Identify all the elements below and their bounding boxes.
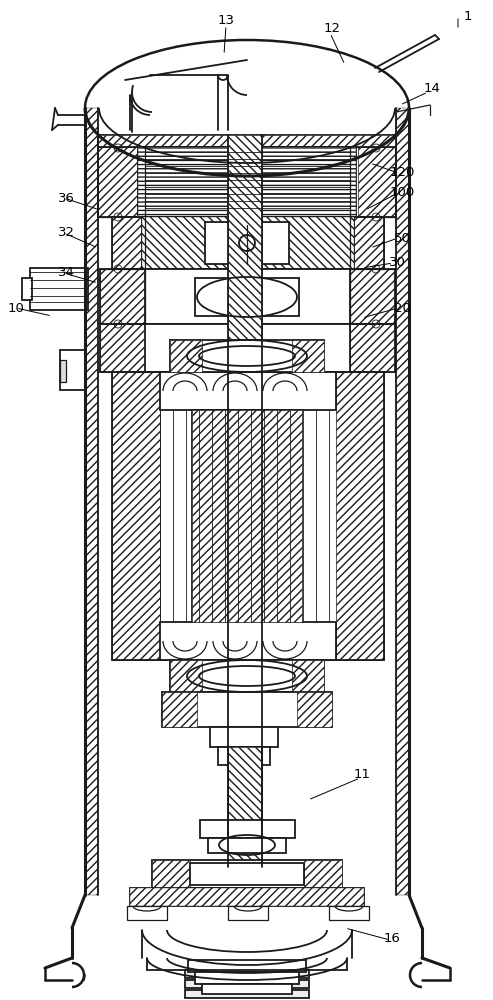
Bar: [112, 217, 384, 269]
Bar: [130, 888, 364, 906]
Bar: [350, 324, 395, 372]
Bar: [190, 863, 304, 885]
Bar: [329, 906, 369, 920]
Text: 32: 32: [58, 227, 74, 239]
Bar: [142, 217, 354, 269]
Bar: [98, 135, 396, 147]
Text: 10: 10: [7, 302, 25, 314]
Bar: [162, 692, 197, 727]
Bar: [350, 269, 395, 324]
Bar: [202, 984, 292, 994]
Bar: [138, 147, 356, 217]
Text: 50: 50: [393, 232, 411, 244]
Bar: [208, 838, 286, 853]
Bar: [292, 340, 324, 372]
Bar: [185, 980, 309, 988]
Bar: [200, 820, 295, 838]
Text: 20: 20: [393, 302, 411, 314]
Bar: [162, 692, 332, 727]
Bar: [170, 340, 324, 372]
Bar: [142, 217, 354, 269]
Text: 100: 100: [389, 186, 415, 200]
Bar: [112, 372, 160, 660]
Bar: [185, 990, 309, 998]
Text: 13: 13: [217, 13, 235, 26]
Bar: [195, 278, 299, 316]
Bar: [297, 692, 332, 727]
Bar: [192, 410, 302, 622]
Text: 36: 36: [58, 192, 74, 205]
Bar: [160, 622, 336, 660]
Bar: [98, 135, 396, 147]
Bar: [170, 660, 202, 692]
Bar: [112, 217, 142, 269]
Bar: [100, 324, 395, 372]
Bar: [60, 360, 66, 382]
Bar: [188, 960, 306, 972]
Bar: [352, 217, 384, 269]
Bar: [210, 727, 278, 747]
Bar: [192, 410, 302, 622]
Bar: [218, 747, 270, 765]
Bar: [292, 660, 324, 692]
Bar: [336, 372, 384, 660]
Bar: [170, 660, 324, 692]
Bar: [22, 278, 32, 300]
Text: 30: 30: [388, 256, 405, 269]
Bar: [100, 324, 145, 372]
Bar: [85, 108, 98, 895]
Bar: [170, 340, 202, 372]
Bar: [228, 135, 262, 835]
Bar: [228, 747, 262, 867]
Bar: [160, 372, 336, 410]
Bar: [30, 268, 88, 310]
Bar: [112, 372, 384, 660]
Bar: [145, 269, 350, 324]
Bar: [130, 888, 364, 906]
Bar: [185, 970, 309, 978]
Bar: [152, 860, 190, 888]
Bar: [228, 906, 268, 920]
Bar: [152, 860, 342, 888]
Bar: [145, 324, 350, 372]
Bar: [100, 269, 145, 324]
Bar: [396, 108, 409, 895]
Text: 12: 12: [323, 21, 341, 34]
Bar: [358, 147, 396, 217]
Bar: [138, 147, 356, 217]
Bar: [98, 147, 396, 217]
Bar: [100, 269, 395, 324]
Bar: [205, 222, 289, 264]
Text: 14: 14: [423, 82, 440, 95]
Bar: [195, 972, 299, 984]
Bar: [304, 860, 342, 888]
Text: 120: 120: [389, 166, 415, 180]
Bar: [98, 147, 138, 217]
Text: 34: 34: [58, 266, 74, 279]
Text: 1: 1: [464, 9, 472, 22]
Text: 11: 11: [353, 768, 371, 782]
Bar: [127, 906, 167, 920]
Text: 16: 16: [384, 932, 400, 944]
